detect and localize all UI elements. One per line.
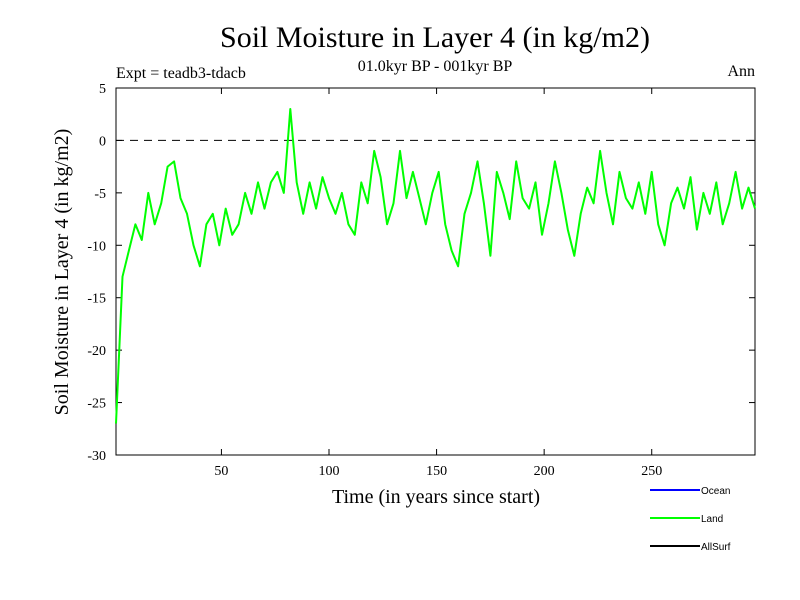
y-tick-label: 0 [99,134,106,149]
x-tick-label: 200 [534,464,555,479]
chart-title: Soil Moisture in Layer 4 (in kg/m2) [220,21,650,54]
x-tick-label: 50 [214,464,228,479]
legend-label-allsurf: AllSurf [701,542,731,553]
x-tick-label: 150 [426,464,447,479]
x-axis-ticks: 50 100 150 200 250 [214,88,662,479]
y-tick-label: -15 [87,292,106,307]
x-tick-label: 250 [641,464,662,479]
plot-area [115,87,756,456]
experiment-label: Expt = teadb3-tdacb [116,65,246,82]
y-tick-label: -30 [87,449,106,464]
y-tick-label: -10 [87,239,106,254]
series-group [115,108,756,424]
series-line-land [115,108,756,424]
period-label: Ann [727,63,755,80]
legend-label-ocean: Ocean [701,486,730,497]
y-tick-label: -20 [87,344,106,359]
y-axis-ticks: 5 0 -5 -10 -15 -20 -25 -30 [87,82,755,464]
x-axis-label: Time (in years since start) [332,486,540,508]
y-tick-label: -5 [94,187,106,202]
y-tick-label: 5 [99,82,106,97]
legend: Ocean Land AllSurf [650,486,731,553]
legend-label-land: Land [701,514,723,525]
y-tick-label: -25 [87,397,106,412]
y-axis-label: Soil Moisture in Layer 4 (in kg/m2) [51,129,73,416]
chart-subtitle: 01.0kyr BP - 001kyr BP [358,58,513,75]
x-tick-label: 100 [319,464,340,479]
